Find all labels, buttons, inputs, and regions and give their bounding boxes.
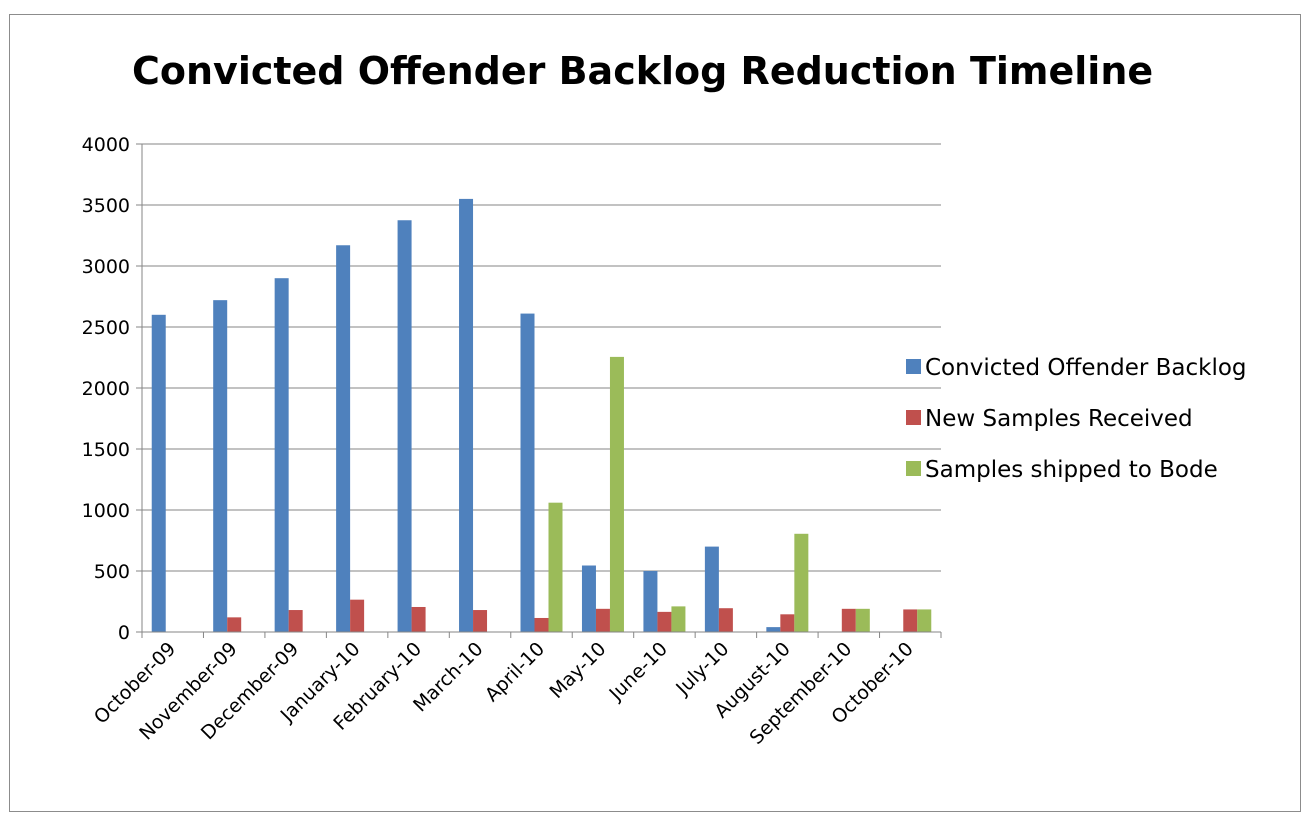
bar bbox=[704, 546, 719, 632]
legend-label: Samples shipped to Bode bbox=[925, 457, 1218, 483]
bar bbox=[841, 608, 856, 632]
bar bbox=[903, 609, 918, 632]
x-tick-label: April-10 bbox=[481, 638, 549, 706]
bar bbox=[581, 565, 596, 632]
y-tick-label: 500 bbox=[94, 561, 130, 583]
gridlines bbox=[142, 143, 941, 572]
bars bbox=[151, 198, 932, 632]
bar bbox=[336, 245, 351, 632]
bar bbox=[397, 220, 412, 632]
bar bbox=[917, 609, 932, 632]
y-tick-label: 2000 bbox=[82, 378, 130, 400]
bar bbox=[534, 617, 549, 632]
bar bbox=[766, 627, 781, 632]
bar bbox=[718, 608, 733, 632]
legend-swatch bbox=[906, 461, 921, 476]
bar bbox=[411, 606, 426, 632]
x-tick-label: July-10 bbox=[671, 638, 733, 700]
legend-swatch bbox=[906, 359, 921, 374]
x-tick-label: May-10 bbox=[545, 638, 610, 703]
x-axis-ticks: October-09November-09December-09January-… bbox=[90, 638, 918, 749]
bar bbox=[780, 614, 795, 632]
x-tick-label: June-10 bbox=[604, 638, 671, 705]
legend-swatch bbox=[906, 410, 921, 425]
bar bbox=[671, 606, 686, 632]
y-tick-label: 0 bbox=[118, 622, 130, 644]
bar bbox=[213, 300, 228, 632]
bar bbox=[548, 502, 563, 632]
y-tick-label: 4000 bbox=[82, 134, 130, 156]
bar bbox=[855, 608, 870, 632]
legend-label: Convicted Offender Backlog bbox=[925, 355, 1247, 381]
chart-title: Convicted Offender Backlog Reduction Tim… bbox=[132, 49, 1153, 93]
bar bbox=[151, 314, 166, 632]
y-tick-label: 3000 bbox=[82, 256, 130, 278]
y-axis-ticks: 0 500 1000 1500 2000 2500 3000 3500 4000 bbox=[82, 134, 130, 644]
bar bbox=[595, 608, 610, 632]
legend-label: New Samples Received bbox=[925, 406, 1193, 432]
bar bbox=[609, 356, 624, 632]
bar bbox=[227, 617, 242, 632]
axes bbox=[136, 143, 942, 638]
y-tick-label: 1000 bbox=[82, 500, 130, 522]
bar bbox=[657, 611, 672, 632]
y-tick-label: 2500 bbox=[82, 317, 130, 339]
bar bbox=[274, 278, 289, 632]
bar bbox=[459, 198, 474, 632]
bar bbox=[794, 533, 809, 632]
legend: Convicted Offender Backlog New Samples Re… bbox=[906, 355, 1247, 483]
bar bbox=[520, 313, 535, 632]
y-tick-label: 3500 bbox=[82, 195, 130, 217]
bar bbox=[288, 610, 303, 632]
bar bbox=[350, 599, 365, 632]
bar bbox=[473, 610, 488, 632]
bar bbox=[643, 571, 658, 632]
y-tick-label: 1500 bbox=[82, 439, 130, 461]
